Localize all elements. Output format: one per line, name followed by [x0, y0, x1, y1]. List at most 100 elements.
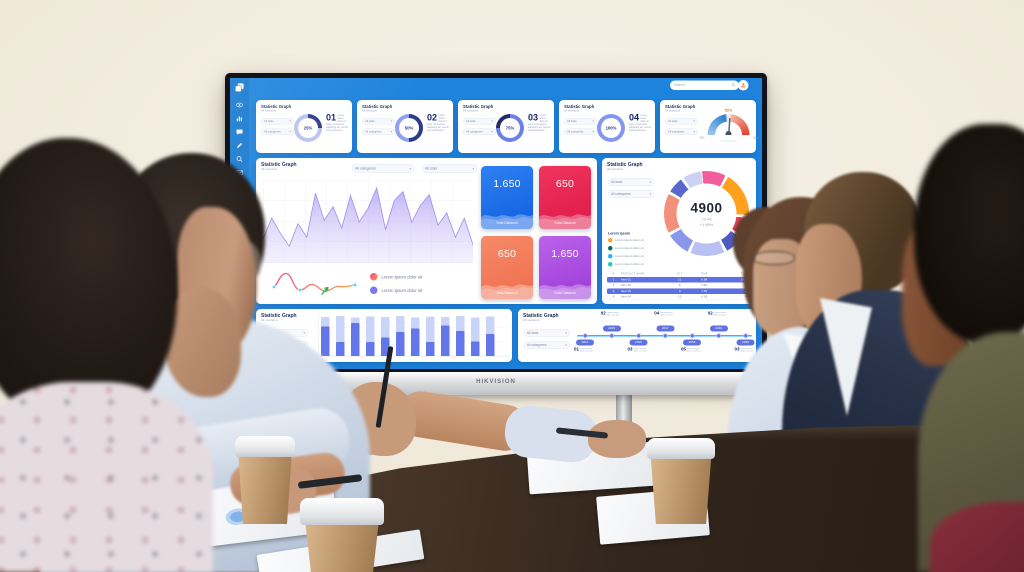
card-subtitle: All mentions	[665, 109, 680, 113]
tile-value: 1.650	[551, 248, 579, 260]
bar	[351, 314, 360, 356]
categories-select[interactable]: All categories▾	[524, 341, 570, 349]
legend-label: Lorem ipsum dolor sit	[615, 246, 644, 250]
stat-number-block: 03 Lorem ipsum dolor sit amet, consectetu…	[528, 112, 550, 132]
bar	[426, 314, 435, 356]
stat-card: Statistic Graph All mentions All stats ▾ All…	[256, 100, 352, 153]
gauge-min-label: 25%	[699, 136, 705, 140]
search-icon[interactable]	[236, 155, 244, 163]
metric-tile[interactable]: 650 Total Distance	[539, 166, 591, 229]
stats-select[interactable]: All stats▾	[564, 118, 597, 125]
stats-select[interactable]: All stats▾	[463, 118, 496, 125]
chat-icon[interactable]	[236, 128, 244, 136]
metric-tile[interactable]: 650 Total Distance	[481, 236, 533, 299]
stats-select[interactable]: All stats▾	[608, 178, 654, 186]
categories-select[interactable]: All categories▾	[608, 190, 654, 198]
hand	[588, 420, 646, 458]
bar	[441, 314, 450, 356]
timeline-year[interactable]: 2019	[709, 325, 728, 332]
donut-chart: 100%	[597, 114, 625, 142]
card-subtitle: All mentions	[261, 109, 276, 113]
stat-card: Statistic Graph All mentions All stats ▾ All…	[458, 100, 554, 153]
timeline-chart: 2014 01 Lorem ipsum dolor sit amet 2015 02 Lo…	[574, 310, 755, 360]
gauge-value: 52%	[724, 108, 733, 113]
legend-item: Lorem ipsum dolor sit	[370, 286, 422, 294]
bar-chart-icon[interactable]	[236, 115, 244, 123]
legend-item: Lorem ipsum dolor sit	[608, 238, 644, 243]
card-title: Statistic Graph	[607, 162, 643, 168]
stat-card: Statistic Graph All mentions All stats ▾ All…	[357, 100, 453, 153]
bar	[411, 314, 420, 356]
eye-icon[interactable]	[236, 101, 244, 109]
timeline-dot	[663, 333, 668, 338]
avatar[interactable]	[738, 80, 749, 91]
categories-select[interactable]: All categories▾	[665, 128, 698, 135]
legend-item: Lorem ipsum dolor sit	[370, 273, 422, 281]
tile-value: 650	[555, 178, 575, 190]
chevron-down-icon: ▾	[491, 120, 493, 123]
gauge-chart: 52% 25% 100% Lorem ipsum dolor	[699, 108, 760, 150]
stat-number-block: 01 Lorem ipsum dolor sit amet, consectetu…	[326, 112, 348, 132]
categories-select[interactable]: All categories▾	[352, 164, 414, 173]
timeline-event: 02 Lorem ipsum dolor sit amet	[707, 310, 727, 317]
bar-chart	[318, 314, 510, 357]
tv-brand-logo: HIKVISION	[476, 379, 516, 385]
timeline-year[interactable]: 2016	[629, 339, 648, 346]
stat-number-block: 04 Lorem ipsum dolor sit amet, consectetu…	[629, 112, 651, 132]
timeline-card: Statistic Graph All mentions All stats ▾ …	[518, 309, 756, 362]
categories-select[interactable]: All categories▾	[463, 128, 496, 135]
card-title: Statistic Graph	[523, 313, 559, 319]
legend-dot	[608, 262, 613, 267]
pen-icon[interactable]	[236, 142, 244, 150]
timeline-dot	[636, 333, 641, 338]
coffee-cup	[300, 498, 384, 572]
bar	[336, 314, 345, 356]
metric-tile[interactable]: 1.650 Total Distance	[539, 236, 591, 299]
tile-value: 1.650	[493, 178, 521, 190]
stats-select[interactable]: All stats▾	[422, 164, 477, 173]
categories-select[interactable]: All categories▾	[564, 128, 597, 135]
legend-title: Lorem ipsum	[608, 232, 630, 236]
timeline-year[interactable]: 2020	[736, 339, 755, 346]
tile-label: Total Distance	[554, 291, 576, 296]
card-title: Statistic Graph	[261, 162, 297, 168]
timeline-year[interactable]: 2017	[656, 325, 675, 332]
legend-item: Lorem ipsum dolor sit	[608, 246, 644, 251]
chevron-down-icon: ▾	[649, 180, 651, 184]
donut-delta-pct: +1.89%	[699, 222, 714, 227]
donut-delta: +3.48	[701, 216, 712, 222]
floral-blouse	[0, 382, 213, 572]
legend-label: Lorem ipsum dolor sit	[381, 274, 423, 280]
timeline-dot	[743, 333, 748, 338]
categories-select[interactable]: All categories▾	[362, 128, 395, 135]
arrow-annotation	[320, 284, 332, 296]
chevron-down-icon: ▾	[649, 192, 651, 196]
timeline-event: 03 Lorem ipsum dolor sit amet	[734, 346, 754, 353]
timeline-year[interactable]: 2014	[576, 339, 594, 346]
timeline-event: 04 Lorem ipsum dolor sit amet	[654, 310, 673, 317]
search-input[interactable]	[673, 83, 731, 88]
legend-label: Lorem ipsum dolor sit	[615, 238, 644, 242]
chevron-down-icon: ▾	[565, 331, 567, 335]
search-bar[interactable]	[670, 80, 739, 90]
legend-dot	[608, 254, 613, 259]
stats-select[interactable]: All stats▾	[362, 118, 395, 125]
metric-tile[interactable]: 1.650 Total Distance	[481, 166, 533, 229]
chevron-down-icon: ▾	[390, 120, 392, 123]
donut-chart: 25%	[294, 114, 322, 142]
timeline-year[interactable]: 2018	[683, 339, 701, 346]
bar	[456, 314, 465, 356]
search-icon[interactable]	[731, 81, 736, 90]
card-title: Statistic Graph	[564, 104, 595, 109]
tile-label: Total Distance	[496, 291, 518, 296]
card-subtitle: All mentions	[261, 168, 278, 171]
categories-select[interactable]: All categories▾	[261, 128, 294, 135]
timeline-year[interactable]: 2015	[602, 325, 621, 332]
stats-select[interactable]: All stats▾	[524, 329, 570, 337]
stats-select[interactable]: All stats▾	[261, 118, 294, 125]
chevron-down-icon: ▾	[472, 167, 474, 171]
card-title: Statistic Graph	[362, 104, 393, 109]
stats-select[interactable]: All stats▾	[665, 118, 698, 125]
